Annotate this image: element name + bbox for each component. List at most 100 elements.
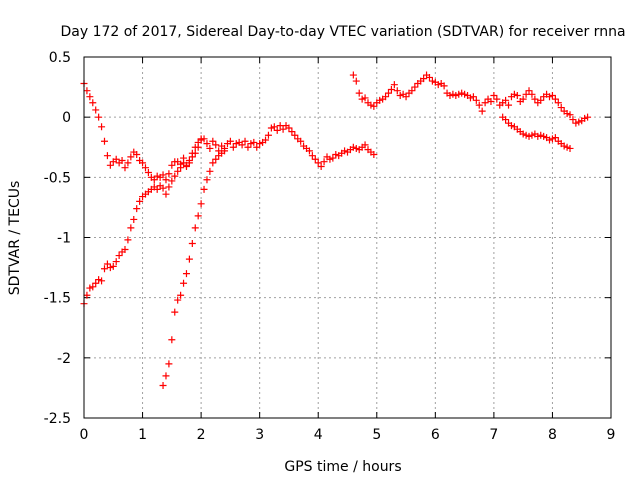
data-point [144, 169, 152, 177]
y-tick-label: -2 [57, 351, 71, 367]
data-point [127, 224, 135, 232]
data-point [103, 260, 111, 268]
series-track-c [159, 147, 229, 390]
data-point [106, 161, 114, 169]
data-point [320, 158, 328, 166]
y-tick-label: -1 [57, 231, 71, 247]
data-point [273, 126, 281, 134]
data-point [124, 159, 132, 167]
data-point [244, 143, 252, 151]
data-point [191, 143, 199, 151]
data-point [297, 137, 305, 145]
data-point [382, 93, 390, 101]
data-point [159, 171, 167, 179]
x-tick-label: 7 [489, 427, 498, 443]
data-point [317, 163, 325, 171]
data-point [370, 150, 378, 158]
data-point [525, 87, 533, 95]
data-point [349, 71, 357, 79]
plot-frame [83, 56, 612, 419]
data-point [551, 95, 559, 103]
data-point [203, 140, 211, 148]
x-tick-label: 2 [197, 427, 206, 443]
data-point [262, 136, 270, 144]
y-tick-label: -1.5 [44, 291, 71, 307]
data-point [100, 137, 108, 145]
x-tick-label: 0 [80, 427, 89, 443]
data-point [83, 291, 91, 299]
data-point [194, 212, 202, 220]
data-point [393, 87, 401, 95]
data-point [162, 176, 170, 184]
data-point [185, 255, 193, 263]
y-tick-label: -0.5 [44, 170, 71, 186]
data-point [355, 89, 363, 97]
data-point [165, 183, 173, 191]
data-point [130, 215, 138, 223]
data-point [329, 154, 337, 162]
data-point [194, 138, 202, 146]
grid [84, 57, 611, 418]
data-point [440, 82, 448, 90]
data-point [174, 167, 182, 175]
data-point [150, 176, 158, 184]
x-tick-label: 1 [138, 427, 147, 443]
data-point [352, 77, 360, 85]
data-point [502, 116, 510, 124]
data-point [469, 93, 477, 101]
data-point [311, 155, 319, 163]
data-point [288, 128, 296, 136]
data-point [165, 170, 173, 178]
data-point [162, 190, 170, 198]
data-point [112, 258, 120, 266]
data-point [490, 92, 498, 100]
data-point [168, 336, 176, 344]
data-point [168, 177, 176, 185]
data-point [209, 137, 217, 145]
data-point [493, 95, 501, 103]
data-point [98, 277, 106, 285]
data-point [264, 131, 272, 139]
y-tick-label: 0 [62, 110, 71, 126]
y-axis-label: SDTVAR / TECUs [7, 181, 23, 296]
data-point [551, 134, 559, 142]
data-point [112, 155, 120, 163]
data-point [136, 197, 144, 205]
x-tick-label: 9 [607, 427, 616, 443]
data-point [133, 150, 141, 158]
data-point [109, 262, 117, 270]
data-point [141, 164, 149, 172]
data-point [191, 224, 199, 232]
data-point [103, 152, 111, 160]
series-track-b [80, 135, 205, 308]
data-point [203, 176, 211, 184]
data-point [221, 147, 229, 155]
data-point [308, 152, 316, 160]
data-point [124, 236, 132, 244]
data-point [200, 185, 208, 193]
data-point [115, 252, 123, 260]
data-point [420, 75, 428, 83]
data-point [133, 205, 141, 213]
data-point [177, 291, 185, 299]
data-point [162, 372, 170, 380]
data-point [554, 99, 562, 107]
data-point [566, 111, 574, 119]
data-point [384, 89, 392, 97]
x-tick-label: 5 [372, 427, 381, 443]
data-point [475, 101, 483, 109]
data-point [165, 360, 173, 368]
axis-ticks: 0 1 2 3 4 5 6 7 8 9 0.5 0 -0.5 -1 -1.5 -2 -2.5 [44, 50, 616, 443]
data-point [95, 113, 103, 121]
data-point [159, 382, 167, 390]
data-point [89, 283, 97, 291]
data-point [206, 144, 214, 152]
data-point [537, 96, 545, 104]
x-tick-label: 8 [548, 427, 557, 443]
data-point [241, 137, 249, 145]
data-point [305, 147, 313, 155]
data-point [206, 167, 214, 175]
data-point [153, 185, 161, 193]
data-point [285, 124, 293, 132]
